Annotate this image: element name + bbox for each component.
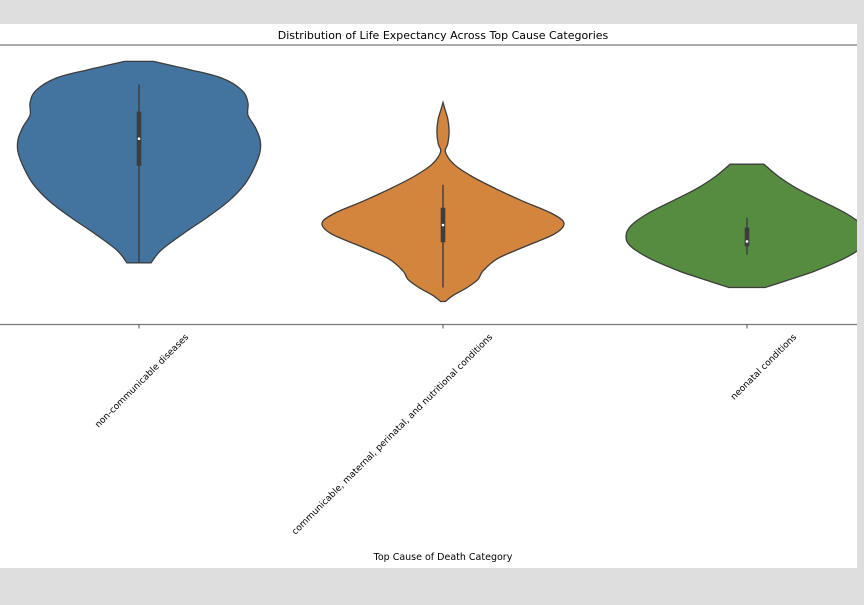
x-tick-label: neonatal conditions xyxy=(729,332,799,402)
violin-body xyxy=(625,163,864,289)
violin-iqr-box xyxy=(744,227,750,247)
violin-median-marker xyxy=(745,240,749,243)
violin-median-marker xyxy=(137,137,141,141)
chart-title: Distribution of Life Expectancy Across T… xyxy=(278,29,609,42)
x-tick-labels: non-communicable diseases communicable, m… xyxy=(94,324,799,537)
violins-group xyxy=(16,60,864,303)
chart-panel: Distribution of Life Expectancy Across T… xyxy=(0,24,864,568)
violin-median-marker xyxy=(441,223,445,227)
violin-2 xyxy=(321,100,565,303)
x-axis-label: Top Cause of Death Category xyxy=(373,552,513,563)
violin-1 xyxy=(16,60,262,264)
violin-3 xyxy=(625,163,864,289)
violin-chart: Distribution of Life Expectancy Across T… xyxy=(0,29,864,563)
x-tick-label: non-communicable diseases xyxy=(94,332,192,430)
x-tick-label: communicable, maternal, perinatal, and n… xyxy=(290,332,495,537)
